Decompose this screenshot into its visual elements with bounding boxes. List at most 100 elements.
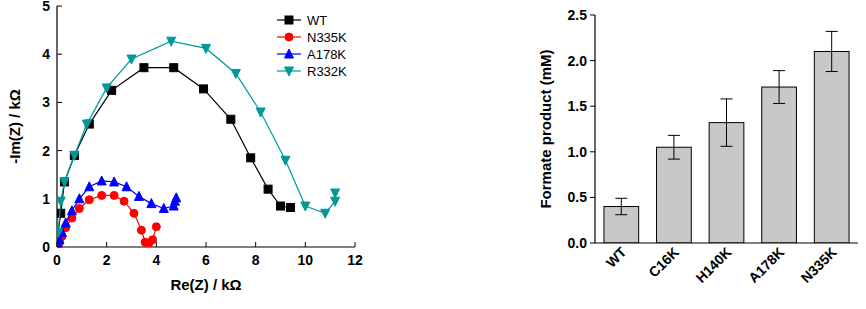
x-tick-label: 8 (252, 252, 260, 268)
legend-marker (285, 67, 294, 76)
x-tick-label: 10 (298, 252, 314, 268)
error-line (726, 99, 727, 146)
data-point (147, 199, 156, 208)
data-point (331, 189, 340, 198)
data-point (172, 193, 181, 202)
y-tick (57, 102, 62, 103)
y-tick-label: 4 (42, 46, 50, 62)
y-tick (590, 197, 595, 198)
y-tick-label: 1 (42, 191, 50, 207)
legend-marker (285, 49, 294, 58)
error-cap (826, 71, 838, 72)
y-tick-label: 2 (42, 143, 50, 159)
legend-marker (285, 33, 293, 41)
series-line (58, 181, 176, 245)
data-point (277, 202, 285, 210)
y-axis-label: Formate product (mM) (537, 49, 554, 208)
data-point (231, 69, 240, 78)
y-tick (590, 243, 595, 244)
y-axis-label: -Im(Z) / kΩ (6, 89, 23, 164)
error-line (621, 198, 622, 214)
error-cap (721, 98, 733, 99)
data-point (247, 154, 255, 162)
series-line (58, 195, 156, 245)
y-tick-label: 5 (42, 0, 50, 14)
data-point (110, 191, 118, 199)
data-point (98, 191, 106, 199)
bar-chart: WTC16KH140KA178KN335K0.00.51.01.52.02.5F… (537, 7, 858, 286)
data-point (301, 202, 310, 211)
x-tick (156, 242, 157, 247)
data-point (97, 176, 106, 185)
y-tick (590, 106, 595, 107)
x-tick-label: N335K (798, 244, 840, 286)
error-bar (668, 135, 680, 159)
data-point (152, 223, 160, 231)
data-point (281, 156, 290, 165)
y-tick-label: 3 (42, 94, 50, 110)
x-tick-label: 6 (202, 252, 210, 268)
data-point (61, 218, 70, 227)
data-point (75, 204, 83, 212)
data-point (60, 178, 69, 187)
x-tick-label: 2 (103, 252, 111, 268)
x-tick (355, 242, 356, 247)
x-axis (595, 242, 858, 243)
error-line (779, 71, 780, 104)
data-point (264, 185, 272, 193)
legend-label: A178K (307, 47, 346, 62)
legend: WTN335KA178KR332K (277, 13, 347, 79)
data-point (70, 151, 78, 159)
bar (762, 87, 797, 243)
error-bar (773, 71, 785, 104)
data-point (149, 236, 157, 244)
data-point (127, 55, 136, 64)
legend-label: N335K (307, 30, 347, 45)
y-tick (57, 6, 62, 7)
data-point (70, 151, 79, 160)
data-point (227, 115, 235, 123)
x-tick-label: 4 (152, 252, 160, 268)
data-point (140, 64, 148, 72)
data-point (85, 182, 94, 191)
x-tick (206, 242, 207, 247)
y-tick (590, 60, 595, 61)
error-cap (615, 198, 627, 199)
error-cap (668, 135, 680, 136)
data-point (120, 197, 128, 205)
data-point (57, 229, 63, 238)
x-axis-label: Re(Z) / kΩ (170, 276, 241, 293)
x-tick (106, 242, 107, 247)
data-point (170, 64, 178, 72)
data-point (321, 209, 330, 218)
y-tick-label: 0.0 (568, 235, 588, 251)
plot-area (604, 31, 849, 243)
error-cap (668, 159, 680, 160)
error-line (831, 31, 832, 71)
x-tick-label: H140K (692, 244, 734, 286)
legend-label: WT (307, 13, 327, 28)
x-tick-label: 0 (53, 252, 61, 268)
data-point (60, 178, 68, 186)
y-tick-label: 1.0 (568, 144, 588, 160)
nyquist-chart: 024681012012345Re(Z) / kΩ-Im(Z) / kΩWTN3… (6, 0, 363, 293)
data-point (110, 177, 119, 186)
error-line (673, 135, 674, 159)
bar (657, 147, 692, 243)
y-tick-label: 1.5 (568, 98, 588, 114)
x-tick (305, 242, 306, 247)
y-tick (57, 150, 62, 151)
x-tick-label: 12 (347, 252, 363, 268)
error-cap (773, 70, 785, 71)
y-tick (57, 54, 62, 55)
error-bar (615, 198, 627, 214)
y-axis (594, 15, 595, 243)
x-tick (255, 242, 256, 247)
y-tick (590, 151, 595, 152)
error-bar (826, 31, 838, 71)
y-tick-label: 0 (42, 239, 50, 255)
data-point (57, 197, 65, 206)
y-tick-label: 2.0 (568, 53, 588, 69)
data-point (167, 37, 176, 46)
data-point (286, 203, 294, 211)
